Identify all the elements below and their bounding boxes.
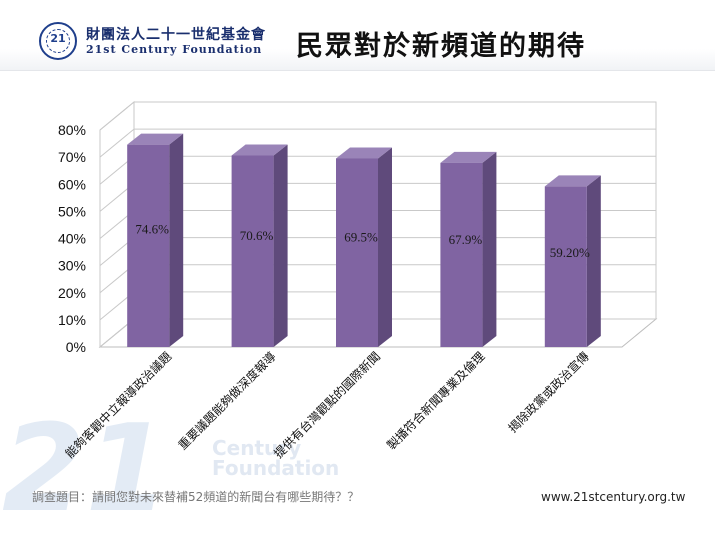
x-tick-label: 能夠客觀中立報導政治議題 [62,349,174,461]
bar [440,151,497,347]
bar-top [440,151,497,163]
data-label: 69.5% [344,229,378,244]
y-tick-label: 40% [58,231,86,247]
bar-side [482,151,497,347]
bar-side [273,144,288,347]
slide-title: 民眾對於新頻道的期待 [296,31,586,62]
x-tick-label: 揭除政黨或政治宣傳 [505,349,592,436]
bar-front [231,155,274,347]
header-divider [0,70,715,71]
bar-front [336,158,378,347]
bar-top [336,147,392,159]
website-url: www.21stcentury.org.tw [541,490,686,504]
logo-mark: 21 [50,32,66,45]
foundation-logo-icon: 21 [39,22,77,60]
x-tick-label: 製播符合新聞專業及倫理 [384,349,488,453]
bar [127,133,184,347]
bar-front [127,144,170,347]
data-label: 74.6% [135,222,169,237]
bar-front [440,162,483,347]
bar [231,144,288,347]
header-band [0,0,715,70]
bar-chart: 0% 10% 20% 30% 40% 50% 60% 70% 80% 74.6% 能夠客觀中立報導政… [58,100,658,461]
bar-top [127,133,184,145]
x-tick-label: 重要議題能夠做深度報導 [175,349,279,453]
data-label: 67.9% [449,232,483,247]
logo-ring [46,29,70,53]
bar-side [586,175,601,347]
bar-side [378,147,392,347]
y-tick-label: 80% [58,122,86,138]
gridline [99,101,656,131]
y-tick-label: 50% [58,203,86,219]
data-label: 70.6% [240,228,274,243]
bar-side [169,133,184,347]
bar-front [544,186,587,347]
survey-question: 調查題目：請問您對未來替補52頻道的新聞台有哪些期待？？ [32,490,360,504]
watermark-text: Century Foundation [212,438,339,478]
y-tick-label: 10% [58,312,86,328]
org-name-zh: 財團法人二十一世紀基金會 [86,27,266,43]
y-tick-label: 30% [58,258,86,274]
data-label: 59.20% [550,245,590,260]
y-tick-label: 20% [58,285,86,301]
y-tick-label: 0% [66,339,86,355]
watermark-line1: Century [212,436,302,460]
bar-top [544,175,601,187]
org-name-en: 21st Century Foundation [86,43,263,56]
y-tick-label: 60% [58,176,86,192]
x-tick-label: 提供有台灣觀點的國際新聞 [271,349,383,461]
watermark-line2: Foundation [212,456,340,480]
bar [544,175,601,347]
bar [336,147,392,347]
gridline [99,128,656,158]
y-tick-label: 70% [58,149,86,165]
bar-top [231,144,288,156]
